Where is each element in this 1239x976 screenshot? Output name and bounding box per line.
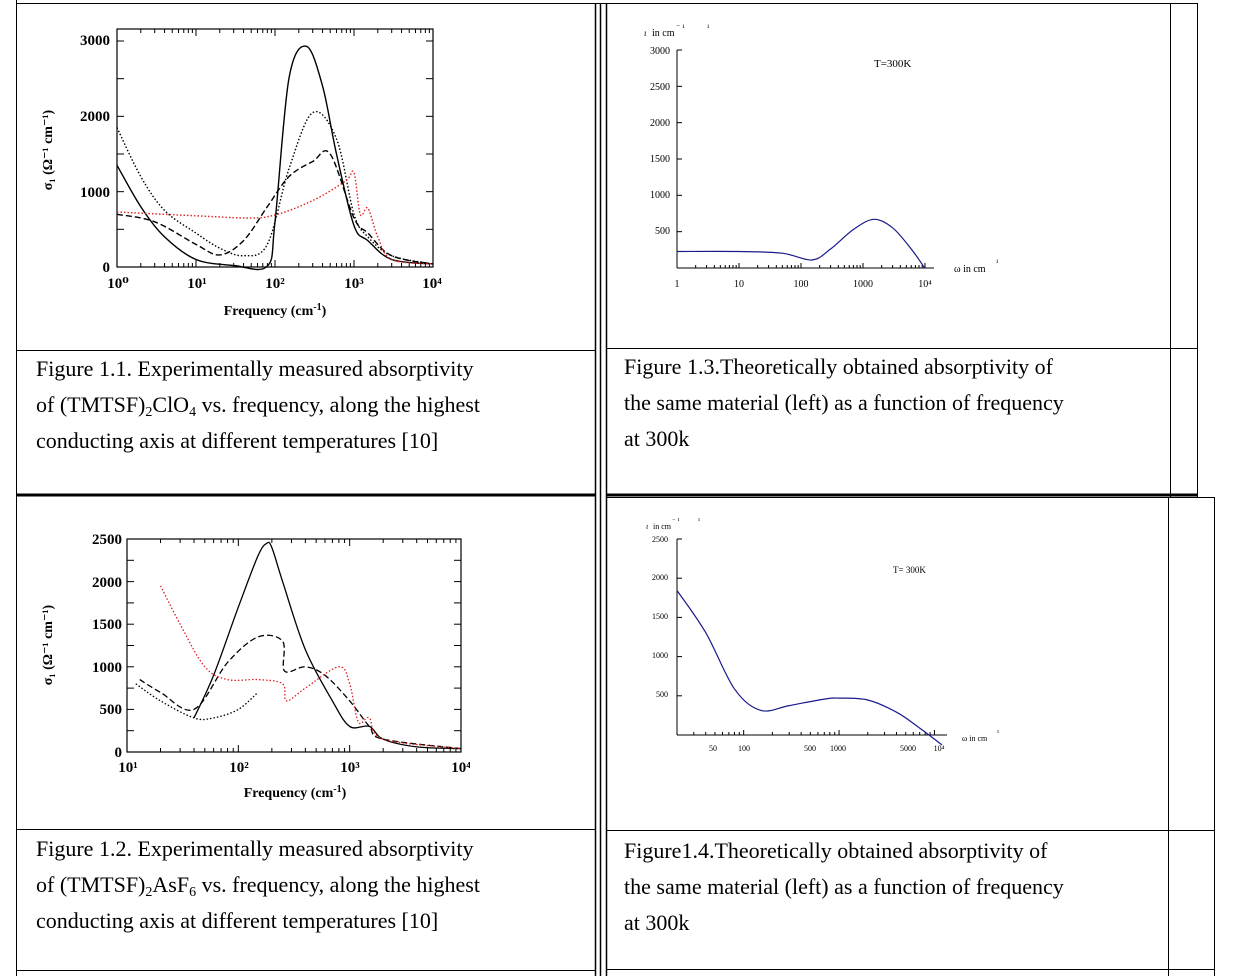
series-line-1 <box>676 590 943 746</box>
y-axis-label: ι <box>644 28 647 38</box>
y-axis-superscripts: ¹ <box>698 517 700 525</box>
y-tick-label: 1000 <box>92 660 122 676</box>
y-tick-label: 2000 <box>92 575 122 591</box>
x-tick-label: 5000 <box>900 744 916 753</box>
x-tick-label: 100 <box>738 744 750 753</box>
series-line-4 <box>116 170 434 265</box>
x-tick-label: 10² <box>229 760 249 776</box>
caption-line: conducting axis at different temperature… <box>36 908 439 933</box>
figure-1-2-caption: Figure 1.2. Experimentally measured abso… <box>36 831 592 939</box>
y-tick-label: 0 <box>103 260 111 276</box>
figure-1-3-chart: ι in cm ⁻ ¹ ¹ T=300K ω in cm ¹ 3000 2500… <box>644 23 999 290</box>
plot-frame <box>116 28 434 268</box>
x-tick-label: 100 <box>794 279 809 290</box>
series-line-2 <box>139 634 462 750</box>
caption-line: at 300k <box>624 426 690 451</box>
y-tick-label: 2000 <box>652 573 668 582</box>
y-tick-label: 500 <box>656 690 668 699</box>
x-axis-label: ω in cm <box>962 734 988 743</box>
x-axis-label: Frequency (cm-1) <box>244 784 347 801</box>
y-tick-label: 500 <box>100 702 123 718</box>
caption-line: of (TMTSF)2ClO4 vs. frequency, along the… <box>36 392 480 420</box>
x-axis-label: Frequency (cm-1) <box>224 302 327 319</box>
y-axis-label: σ₁ (Ω⁻¹ cm⁻¹) <box>41 604 56 685</box>
caption-line: conducting axis at different temperature… <box>36 428 439 453</box>
x-tick-label: 10⁴ <box>451 760 470 776</box>
figure-1-2-chart: 2500 2000 1500 1000 500 0 10¹ 10² 10³ 10… <box>41 532 470 801</box>
x-axis-superscript: ¹ <box>996 258 999 267</box>
y-axis-superscripts: ¹ <box>707 23 710 32</box>
series-line-1 <box>193 541 462 750</box>
x-tick-label: 10⁴ <box>918 279 932 290</box>
figure-1-3-caption: Figure 1.3.Theoretically obtained absorp… <box>624 349 1169 457</box>
x-tick-label: 10⁴ <box>934 744 945 753</box>
caption-line: Figure1.4.Theoretically obtained absorpt… <box>624 838 1048 863</box>
series-line-3 <box>135 683 259 721</box>
caption-line: the same material (left) as a function o… <box>624 874 1064 899</box>
x-tick-label: 500 <box>804 744 816 753</box>
y-tick-label: 3000 <box>650 46 670 57</box>
figure-1-1-caption: Figure 1.1. Experimentally measured abso… <box>36 351 592 459</box>
series-line-4 <box>159 585 462 750</box>
x-tick-label: 1000 <box>853 279 873 290</box>
y-tick-label: 2000 <box>650 118 670 129</box>
x-tick-label: 10 <box>734 279 744 290</box>
y-axis-label: σ₁ (Ω⁻¹ cm⁻¹) <box>41 109 56 190</box>
x-tick-label: 10³ <box>344 276 364 292</box>
x-tick-label: 10¹ <box>187 276 207 292</box>
x-tick-label: 10⁰ <box>107 276 129 292</box>
y-axis-superscripts: ⁻ ¹ <box>676 23 685 32</box>
caption-line: of (TMTSF)2AsF6 vs. frequency, along the… <box>36 872 480 900</box>
annotation: T=300K <box>874 58 911 70</box>
y-tick-label: 1500 <box>650 154 670 165</box>
y-tick-label: 1500 <box>652 612 668 621</box>
y-tick-label: 1000 <box>652 651 668 660</box>
y-tick-label: 500 <box>655 226 670 237</box>
y-axis-label: ι <box>646 522 648 531</box>
caption-line: Figure 1.1. Experimentally measured abso… <box>36 356 474 381</box>
caption-line: at 300k <box>624 910 690 935</box>
y-tick-label: 3000 <box>80 33 110 49</box>
y-tick-label: 2000 <box>80 109 110 125</box>
y-axis-label: in cm <box>652 28 675 39</box>
x-axis-superscript: ¹ <box>997 729 999 737</box>
figure-1-4-caption: Figure1.4.Theoretically obtained absorpt… <box>624 833 1169 941</box>
y-tick-label: 2500 <box>92 532 122 548</box>
figure-1-1-chart: 3000 2000 1000 0 10⁰ 10¹ 10² 10³ 10⁴ Fre… <box>41 28 442 319</box>
y-tick-label: 1000 <box>650 190 670 201</box>
y-axis-label: in cm <box>653 522 672 531</box>
x-tick-label: 10¹ <box>118 760 138 776</box>
annotation: T= 300K <box>893 565 926 575</box>
plot-frame <box>126 538 462 753</box>
y-tick-label: 0 <box>115 745 123 761</box>
x-tick-label: 10⁴ <box>422 276 442 292</box>
x-tick-label: 1000 <box>830 744 846 753</box>
x-tick-label: 50 <box>709 744 717 753</box>
y-axis-superscripts: ⁻ ¹ <box>672 517 680 525</box>
x-tick-label: 10² <box>265 276 285 292</box>
series-line-3 <box>116 150 434 265</box>
y-tick-label: 1000 <box>80 185 110 201</box>
caption-line: Figure 1.2. Experimentally measured abso… <box>36 836 474 861</box>
caption-line: the same material (left) as a function o… <box>624 390 1064 415</box>
y-tick-label: 2500 <box>652 535 668 544</box>
x-tick-label: 1 <box>675 279 680 290</box>
series-line-1 <box>676 218 926 269</box>
x-tick-label: 10³ <box>340 760 360 776</box>
y-tick-label: 1500 <box>92 617 122 633</box>
figure-1-4-chart: ι in cm ⁻ ¹ ¹ T= 300K ω in cm ¹ 2500 200… <box>646 517 999 753</box>
x-axis-label: ω in cm <box>954 264 986 275</box>
series-line-2 <box>116 110 434 265</box>
series-line-1 <box>116 45 434 271</box>
caption-line: Figure 1.3.Theoretically obtained absorp… <box>624 354 1053 379</box>
y-tick-label: 2500 <box>650 82 670 93</box>
